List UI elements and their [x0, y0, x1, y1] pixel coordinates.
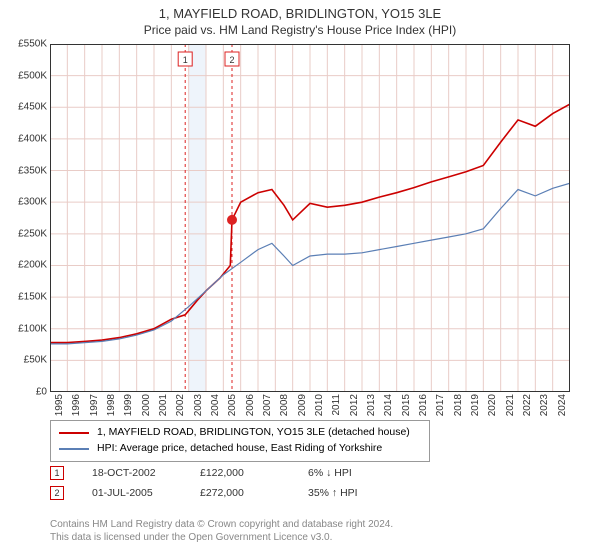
x-tick-label: 2015: [401, 394, 412, 416]
x-tick-label: 1997: [89, 394, 100, 416]
legend-label: 1, MAYFIELD ROAD, BRIDLINGTON, YO15 3LE …: [97, 425, 410, 441]
x-tick-label: 2004: [210, 394, 221, 416]
x-tick-label: 2001: [158, 394, 169, 416]
event-table: 1 18-OCT-2002 £122,000 6% ↓ HPI 2 01-JUL-2005…: [50, 466, 388, 506]
event-price: £272,000: [200, 487, 280, 499]
event-marker-icon: 1: [50, 466, 64, 480]
x-tick-label: 1996: [71, 394, 82, 416]
y-tick-label: £50K: [24, 355, 47, 366]
x-tick-label: 2003: [193, 394, 204, 416]
y-tick-label: £200K: [18, 260, 47, 271]
event-date: 01-JUL-2005: [92, 487, 172, 499]
event-date: 18-OCT-2002: [92, 467, 172, 479]
x-tick-label: 2011: [331, 394, 342, 416]
event-row: 2 01-JUL-2005 £272,000 35% ↑ HPI: [50, 486, 388, 500]
x-tick-label: 1995: [54, 394, 65, 416]
chart-container: 1, MAYFIELD ROAD, BRIDLINGTON, YO15 3LE …: [0, 0, 600, 560]
x-tick-label: 2013: [366, 394, 377, 416]
chart-svg: 12: [50, 44, 570, 392]
x-tick-label: 2008: [279, 394, 290, 416]
x-tick-label: 2010: [314, 394, 325, 416]
highlight-band: [189, 44, 206, 392]
y-tick-label: £350K: [18, 165, 47, 176]
event-marker-icon: 2: [50, 486, 64, 500]
y-tick-label: £500K: [18, 70, 47, 81]
event-delta: 6% ↓ HPI: [308, 467, 388, 479]
x-tick-label: 2024: [557, 394, 568, 416]
y-tick-label: £100K: [18, 323, 47, 334]
legend-row: HPI: Average price, detached house, East…: [59, 441, 421, 457]
x-tick-label: 2006: [245, 394, 256, 416]
chart-title: 1, MAYFIELD ROAD, BRIDLINGTON, YO15 3LE: [0, 6, 600, 23]
x-tick-label: 2005: [227, 394, 238, 416]
x-tick-label: 2021: [505, 394, 516, 416]
legend-swatch: [59, 448, 89, 450]
event-marker-label-1: 1: [183, 55, 188, 65]
event-delta: 35% ↑ HPI: [308, 487, 388, 499]
y-tick-label: £300K: [18, 197, 47, 208]
x-tick-label: 1999: [123, 394, 134, 416]
y-tick-label: £250K: [18, 228, 47, 239]
x-tick-label: 2014: [383, 394, 394, 416]
legend: 1, MAYFIELD ROAD, BRIDLINGTON, YO15 3LE …: [50, 420, 430, 462]
x-tick-label: 2022: [522, 394, 533, 416]
event-point: [227, 215, 237, 225]
footer-line-1: Contains HM Land Registry data © Crown c…: [50, 518, 393, 531]
event-marker-label-2: 2: [229, 55, 234, 65]
chart-plot-area: 12: [50, 44, 570, 392]
y-tick-label: £550K: [18, 39, 47, 50]
x-tick-label: 2019: [470, 394, 481, 416]
x-tick-label: 2000: [141, 394, 152, 416]
x-tick-label: 2002: [175, 394, 186, 416]
x-tick-label: 1998: [106, 394, 117, 416]
title-block: 1, MAYFIELD ROAD, BRIDLINGTON, YO15 3LE …: [0, 0, 600, 38]
footer-line-2: This data is licensed under the Open Gov…: [50, 531, 393, 544]
y-tick-label: £150K: [18, 292, 47, 303]
legend-row: 1, MAYFIELD ROAD, BRIDLINGTON, YO15 3LE …: [59, 425, 421, 441]
x-tick-label: 2016: [418, 394, 429, 416]
x-tick-label: 2009: [297, 394, 308, 416]
x-tick-label: 2018: [453, 394, 464, 416]
x-tick-label: 2017: [435, 394, 446, 416]
y-tick-label: £0: [36, 387, 47, 398]
y-tick-label: £400K: [18, 133, 47, 144]
x-tick-label: 2023: [539, 394, 550, 416]
event-row: 1 18-OCT-2002 £122,000 6% ↓ HPI: [50, 466, 388, 480]
x-tick-label: 2007: [262, 394, 273, 416]
y-tick-label: £450K: [18, 102, 47, 113]
legend-label: HPI: Average price, detached house, East…: [97, 441, 382, 457]
event-price: £122,000: [200, 467, 280, 479]
x-tick-label: 2012: [349, 394, 360, 416]
legend-swatch: [59, 432, 89, 434]
chart-subtitle: Price paid vs. HM Land Registry's House …: [0, 23, 600, 39]
x-tick-label: 2020: [487, 394, 498, 416]
footer: Contains HM Land Registry data © Crown c…: [50, 518, 393, 544]
